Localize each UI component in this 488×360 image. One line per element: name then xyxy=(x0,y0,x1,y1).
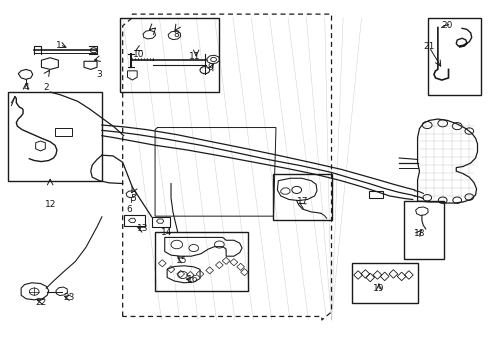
Bar xyxy=(8,92,102,181)
Text: 4: 4 xyxy=(23,83,29,92)
Text: 14: 14 xyxy=(160,228,171,237)
Text: 22: 22 xyxy=(35,298,46,307)
Bar xyxy=(368,191,382,198)
Bar xyxy=(403,201,443,259)
Text: 6: 6 xyxy=(126,204,132,213)
Text: 12: 12 xyxy=(44,200,56,209)
Text: 16: 16 xyxy=(186,275,198,284)
Text: 2: 2 xyxy=(43,83,49,92)
Text: 20: 20 xyxy=(441,21,452,30)
Text: 21: 21 xyxy=(423,41,434,50)
Bar xyxy=(427,18,480,95)
Text: 3: 3 xyxy=(97,70,102,79)
Text: 15: 15 xyxy=(176,256,187,265)
Text: 8: 8 xyxy=(173,30,178,39)
Bar xyxy=(155,233,248,291)
Bar xyxy=(151,217,170,227)
Text: 5: 5 xyxy=(130,194,136,203)
Bar xyxy=(351,263,417,303)
Text: 9: 9 xyxy=(207,63,213,72)
Bar xyxy=(272,174,331,220)
Text: 23: 23 xyxy=(63,293,75,302)
Text: 10: 10 xyxy=(133,50,144,59)
Text: 19: 19 xyxy=(372,284,384,293)
Text: 7: 7 xyxy=(149,28,155,37)
Bar xyxy=(55,128,72,136)
Text: 1: 1 xyxy=(55,41,61,50)
Text: 18: 18 xyxy=(413,229,425,238)
Text: 13: 13 xyxy=(137,224,148,233)
Text: 17: 17 xyxy=(296,198,307,207)
Bar xyxy=(120,18,219,92)
Bar xyxy=(123,215,145,226)
Text: 11: 11 xyxy=(189,52,201,61)
